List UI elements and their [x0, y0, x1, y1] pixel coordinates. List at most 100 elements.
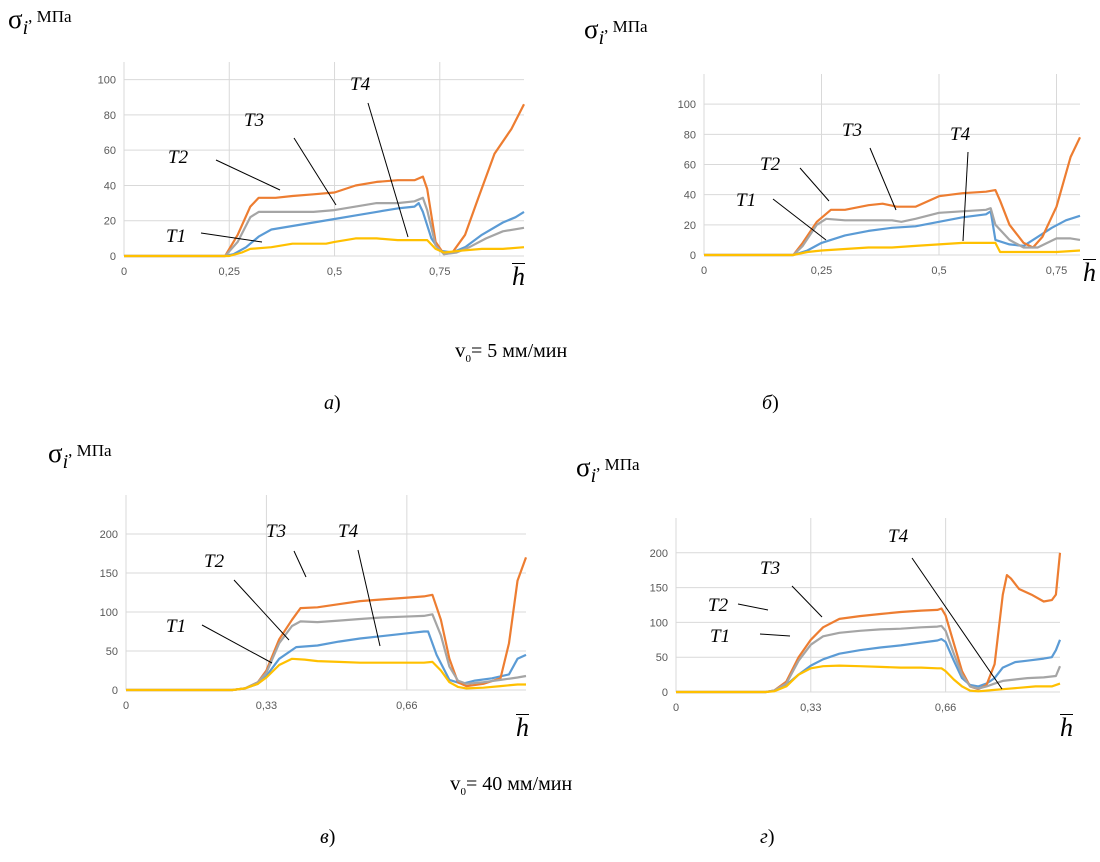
- leader-line-t3: [791, 585, 823, 618]
- curve-label-t3: T3: [842, 120, 862, 141]
- x-tick-label: 0,33: [256, 700, 277, 712]
- x-axis-label: h: [1083, 258, 1096, 287]
- x-tick-label: 0,5: [327, 266, 342, 278]
- curve-label-t2: T2: [168, 147, 189, 168]
- chart-svg: 0 50 100 150 200 0 0,33 0,66 T1 T2 T3 T4: [100, 495, 528, 712]
- panel-letter-a: а): [324, 392, 341, 414]
- curve-label-t1: T1: [166, 616, 186, 637]
- leader-line-t2: [737, 603, 769, 611]
- y-tick-label: 80: [684, 129, 696, 141]
- caption-speed-40: v0= 40 мм/мин: [450, 771, 573, 798]
- y-tick-label: 40: [684, 190, 696, 202]
- y-tick-label: 0: [110, 251, 116, 263]
- y-axis-label: σi, МПа: [584, 14, 648, 49]
- x-tick-label: 0,66: [935, 702, 956, 714]
- series-line-t3: [676, 624, 1062, 694]
- y-tick-label: 200: [650, 548, 668, 560]
- curve-label-t4: T4: [350, 74, 371, 95]
- chart-panel-d: σi, МПа 0 50 100 150 200 0 0,33 0,66 T1 T2 T3 T4 h: [560, 430, 1100, 750]
- leader-line-t2: [799, 167, 830, 202]
- leader-line-t4: [367, 102, 409, 238]
- leader-line-t1: [201, 624, 273, 664]
- y-tick-label: 100: [98, 75, 116, 87]
- y-tick-label: 0: [662, 687, 668, 699]
- y-axis-label: σi, МПа: [8, 4, 72, 39]
- series-line-t2: [124, 103, 525, 258]
- y-tick-label: 150: [100, 568, 118, 580]
- series-line-t3: [126, 613, 527, 692]
- chart-svg: 0 20 40 60 80 100 0 0,25 0,5 0,75 T1 T2 T3 T4: [98, 62, 525, 278]
- x-tick-label: 0,33: [800, 702, 821, 714]
- x-tick-label: 0,5: [931, 265, 946, 277]
- x-tick-label: 0: [121, 266, 127, 278]
- y-axis-label: σi, МПа: [48, 438, 112, 473]
- series-line-t2: [676, 552, 1062, 694]
- leader-line-t3: [869, 147, 897, 211]
- leader-line-t2: [233, 579, 290, 641]
- y-tick-label: 100: [678, 99, 696, 111]
- series-line-t3: [704, 207, 1081, 257]
- y-tick-label: 0: [112, 685, 118, 697]
- y-axis-label: σi, МПа: [576, 452, 640, 487]
- y-tick-label: 20: [104, 216, 116, 228]
- curve-label-t3: T3: [244, 110, 264, 131]
- y-tick-label: 150: [650, 583, 668, 595]
- y-tick-label: 100: [100, 607, 118, 619]
- x-tick-label: 0: [701, 265, 707, 277]
- x-tick-label: 0: [673, 702, 679, 714]
- curve-label-t3: T3: [266, 521, 286, 542]
- series-line-t1: [676, 638, 1062, 694]
- y-tick-label: 20: [684, 220, 696, 232]
- series-line-t1: [124, 202, 525, 258]
- leader-line-t4: [911, 557, 1003, 690]
- curve-label-t1: T1: [166, 226, 186, 247]
- x-tick-label: 0,75: [1046, 265, 1067, 277]
- y-tick-label: 60: [684, 160, 696, 172]
- y-tick-label: 50: [656, 652, 668, 664]
- y-tick-label: 80: [104, 110, 116, 122]
- leader-line-t2: [215, 159, 281, 191]
- series-line-t4: [676, 664, 1061, 694]
- leader-line-t1: [200, 232, 263, 243]
- panel-letter-c: в): [320, 826, 336, 848]
- series-line-t4: [126, 657, 526, 692]
- y-tick-label: 100: [650, 617, 668, 629]
- curve-label-t2: T2: [204, 551, 225, 572]
- curve-label-t3: T3: [760, 558, 780, 579]
- panel-letter-d: г): [760, 826, 775, 848]
- curve-label-t2: T2: [708, 595, 729, 616]
- curve-label-t4: T4: [338, 521, 359, 542]
- x-tick-label: 0,25: [219, 266, 240, 278]
- chart-svg: 0 50 100 150 200 0 0,33 0,66 T1 T2 T3 T4: [650, 518, 1062, 714]
- y-tick-label: 200: [100, 529, 118, 541]
- x-tick-label: 0: [123, 700, 129, 712]
- x-axis-label: h: [1060, 713, 1073, 742]
- chart-panel-a: σi, МПа 0 20 40 60 80 100 0 0,25 0,5 0,75 T1 T2 T3 T4…: [0, 0, 550, 300]
- curve-label-t4: T4: [888, 526, 909, 547]
- leader-line-t3: [293, 137, 337, 206]
- x-tick-label: 0,66: [396, 700, 417, 712]
- curve-label-t1: T1: [710, 626, 730, 647]
- curve-label-t1: T1: [736, 190, 756, 211]
- chart-panel-c: σi, МПа 0 50 100 150 200 0 0,33 0,66 T1 T2 T3 T4 h: [0, 430, 560, 750]
- y-tick-label: 40: [104, 180, 116, 192]
- y-tick-label: 60: [104, 145, 116, 157]
- x-tick-label: 0,25: [811, 265, 832, 277]
- x-axis-label: h: [516, 713, 529, 742]
- x-tick-label: 0,75: [429, 266, 450, 278]
- curve-label-t2: T2: [760, 154, 781, 175]
- leader-line-t4: [357, 549, 381, 647]
- caption-speed-5: v0= 5 мм/мин: [455, 338, 568, 365]
- x-axis-label: h: [512, 262, 525, 291]
- leader-line-t1: [772, 198, 827, 241]
- series-line-t4: [704, 241, 1081, 257]
- panel-letter-b: б): [762, 392, 779, 414]
- leader-line-t1: [759, 633, 791, 637]
- leader-line-t3: [293, 550, 307, 578]
- curve-label-t4: T4: [950, 124, 971, 145]
- y-tick-label: 50: [106, 646, 118, 658]
- y-tick-label: 0: [690, 250, 696, 262]
- chart-panel-b: σi, МПа 0 20 40 60 80 100 0 0,25 0,5 0,75 T1 T2 T3 T4…: [580, 0, 1100, 300]
- leader-line-t4: [962, 151, 969, 242]
